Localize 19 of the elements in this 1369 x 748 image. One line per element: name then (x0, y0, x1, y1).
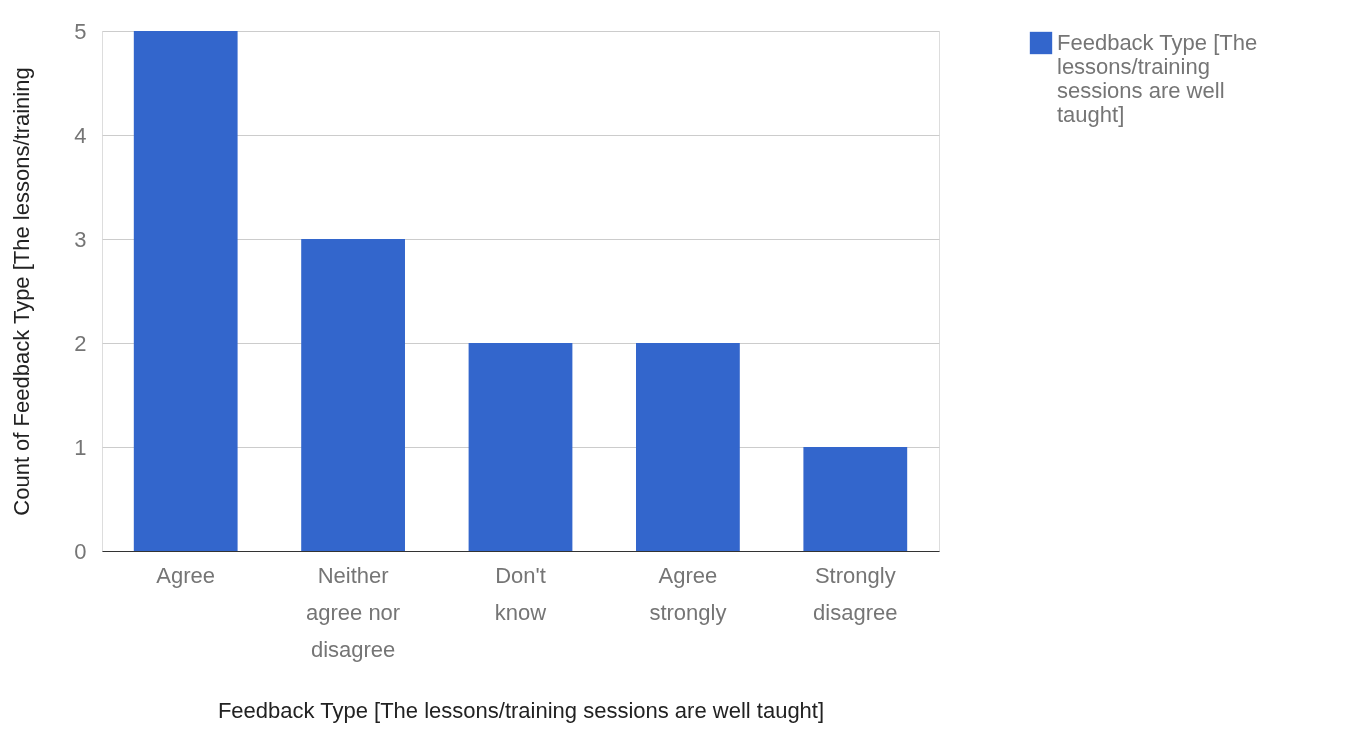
y-tick-label: 2 (74, 330, 87, 356)
bar (468, 343, 573, 551)
bar (301, 239, 405, 551)
x-tick-label: Agree (156, 562, 216, 588)
y-tick-label: 3 (74, 226, 87, 252)
x-tick-label: Neither agree nor disagree (306, 562, 401, 662)
y-tick-label: 5 (74, 18, 87, 44)
x-axis-title: Feedback Type [The lessons/training sessions are well taught] (217, 697, 825, 723)
y-axis-title: Count of Feedback Type [The lessons/training (9, 67, 35, 516)
y-tick-label: 0 (74, 538, 87, 564)
bar (133, 31, 238, 551)
y-tick-label: 1 (74, 434, 87, 460)
x-tick-label: Agree strongly (649, 562, 727, 625)
y-tick-label: 4 (74, 122, 87, 148)
bar (636, 343, 740, 551)
x-tick-label: Strongly disagree (813, 562, 898, 625)
bar (803, 447, 908, 551)
x-tick-label: Don't know (494, 562, 547, 625)
legend-label: Feedback Type [The lessons/training sessions are well taught] (1057, 30, 1258, 127)
